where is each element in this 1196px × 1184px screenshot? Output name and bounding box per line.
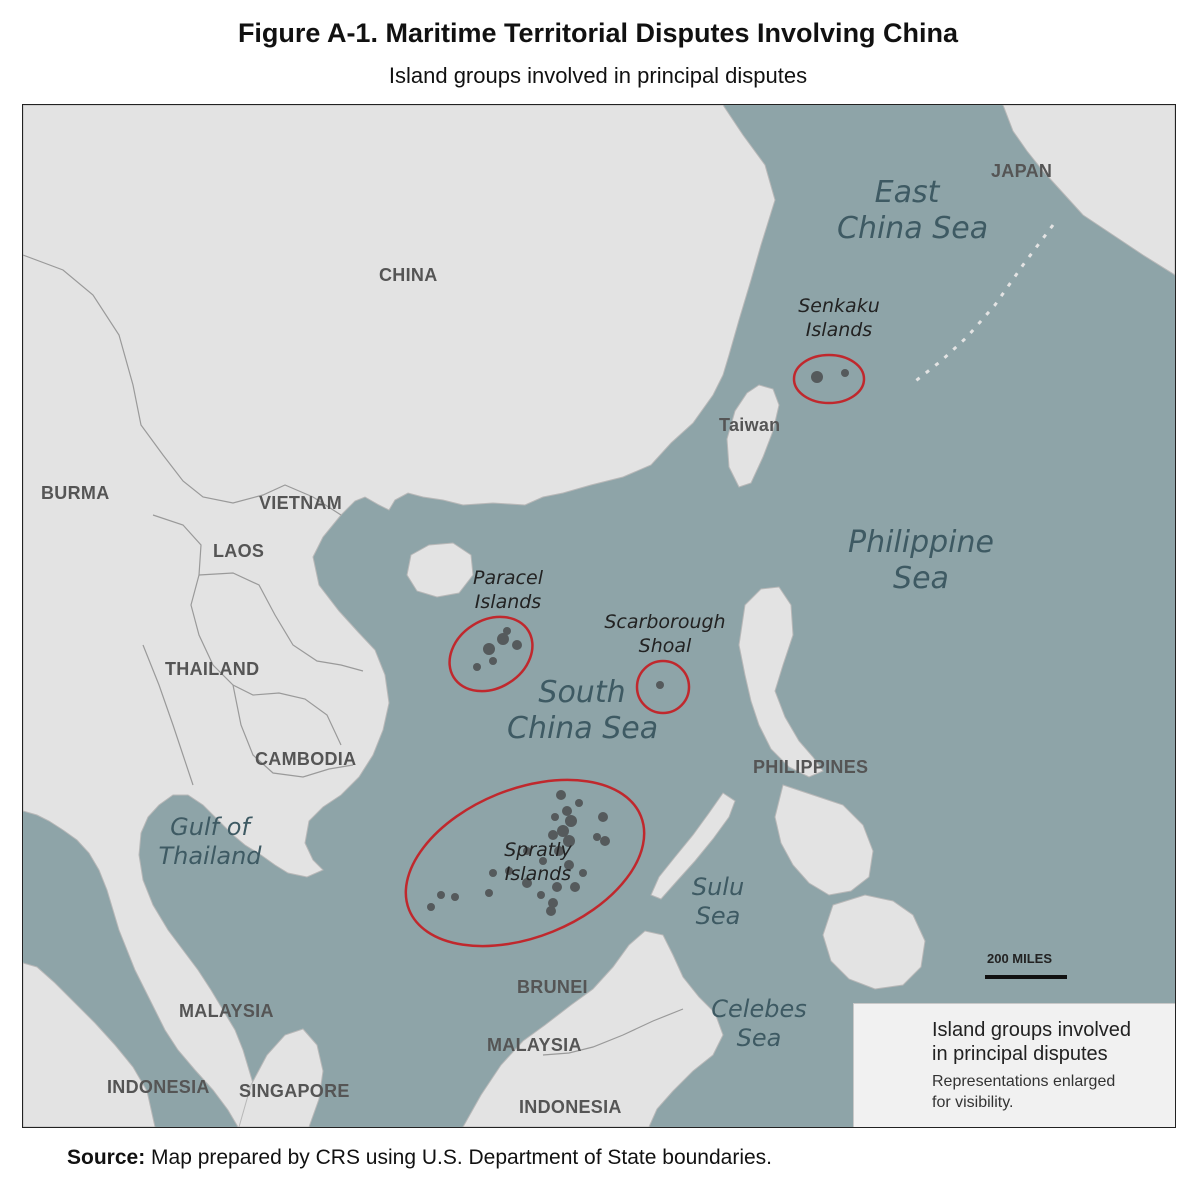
spratly-dots <box>427 790 610 916</box>
source-note: Source: Map prepared by CRS using U.S. D… <box>67 1146 772 1170</box>
island-dot <box>503 627 511 635</box>
legend: Island groups involved in principal dispu… <box>853 1003 1175 1127</box>
land-visayas <box>774 784 874 896</box>
land-japan <box>1002 105 1175 276</box>
paracel-islands-marker <box>448 615 534 693</box>
scale-bar <box>985 975 1067 979</box>
label-sulu-sea: Sulu Sea <box>691 873 745 930</box>
land-ryukyu <box>912 224 1055 385</box>
spratly-islands-marker <box>404 778 646 948</box>
label-indonesia-west: INDONESIA <box>107 1077 210 1097</box>
label-scarborough-shoal: Scarborough Shoal <box>604 611 726 657</box>
dispute-ring <box>635 659 691 715</box>
island-dot <box>489 657 497 665</box>
label-thailand: THAILAND <box>165 659 260 679</box>
label-taiwan: Taiwan <box>719 415 781 435</box>
scale-label: 200 MILES <box>987 951 1053 966</box>
legend-title: Island groups involved in principal dispu… <box>932 1019 1132 1066</box>
dispute-ring <box>404 778 646 948</box>
island-dot <box>473 663 481 671</box>
scarborough-shoal-marker <box>635 659 691 715</box>
label-brunei: BRUNEI <box>517 977 588 997</box>
land-malay-peninsula <box>238 1028 324 1127</box>
dispute-ring <box>448 615 534 693</box>
label-japan: JAPAN <box>991 161 1053 181</box>
label-paracel-islands: Paracel Islands <box>473 567 543 613</box>
source-prefix: Source: <box>67 1146 146 1169</box>
map: CHINA JAPAN Taiwan BURMA VIETNAM LAOS TH… <box>22 104 1176 1128</box>
island-dot <box>841 369 849 377</box>
label-burma: BURMA <box>41 483 110 503</box>
island-dot <box>656 681 664 689</box>
label-cambodia: CAMBODIA <box>255 749 357 769</box>
island-dot <box>483 643 495 655</box>
land-luzon <box>738 586 824 778</box>
label-east-china-sea: East China Sea <box>837 175 989 246</box>
senkaku-islands-marker <box>792 353 866 405</box>
label-philippines: PHILIPPINES <box>753 757 869 777</box>
island-dot <box>512 640 522 650</box>
land-hainan <box>406 542 474 598</box>
island-dot <box>811 371 823 383</box>
land-sumatra <box>23 962 156 1127</box>
map-canvas <box>23 105 1175 1127</box>
label-senkaku-islands: Senkaku Islands <box>798 295 880 341</box>
land-mindanao <box>822 894 926 990</box>
label-china: CHINA <box>379 265 438 285</box>
label-singapore: SINGAPORE <box>239 1081 350 1101</box>
label-philippine-sea: Philippine Sea <box>847 525 994 596</box>
legend-note: Representations enlarged for visibility. <box>932 1073 1116 1111</box>
label-celebes-sea: Celebes Sea <box>711 995 807 1052</box>
land-mainland-asia <box>23 105 776 1127</box>
label-malaysia-west: MALAYSIA <box>179 1001 274 1021</box>
label-laos: LAOS <box>213 541 265 561</box>
island-dot <box>497 633 509 645</box>
land-taiwan <box>726 384 780 488</box>
label-malaysia-east: MALAYSIA <box>487 1035 582 1055</box>
label-south-china-sea: South China Sea <box>507 675 659 746</box>
figure-subtitle: Island groups involved in principal disp… <box>388 63 808 88</box>
land-borneo <box>462 930 724 1127</box>
country-borders <box>23 254 684 1056</box>
label-spratly-islands: Spratly Islands <box>504 839 572 885</box>
dispute-ring <box>792 353 866 405</box>
label-gulf-of-thailand: Gulf of Thailand <box>158 813 262 870</box>
figure-title: Figure A-1. Maritime Territorial Dispute… <box>237 18 959 48</box>
label-vietnam: VIETNAM <box>259 493 343 513</box>
land-palawan <box>650 792 736 900</box>
label-indonesia-east: INDONESIA <box>519 1097 622 1117</box>
source-text: Map prepared by CRS using U.S. Departmen… <box>145 1146 773 1169</box>
